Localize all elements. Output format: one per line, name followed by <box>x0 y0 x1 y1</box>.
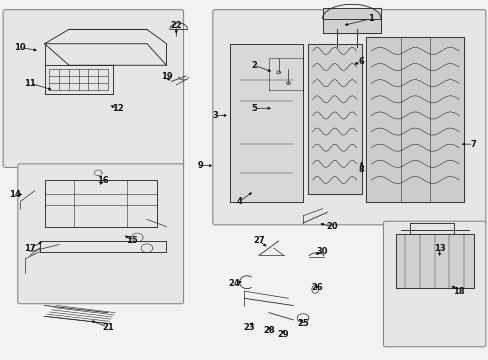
Text: 29: 29 <box>277 330 289 339</box>
Text: 28: 28 <box>263 326 274 335</box>
Text: 11: 11 <box>24 79 36 88</box>
Text: 8: 8 <box>358 165 364 174</box>
Text: 14: 14 <box>9 190 21 199</box>
Text: 18: 18 <box>452 287 464 296</box>
FancyBboxPatch shape <box>18 164 183 304</box>
Polygon shape <box>322 8 380 33</box>
Text: 21: 21 <box>102 323 114 332</box>
Text: 22: 22 <box>170 21 182 30</box>
Text: 7: 7 <box>470 140 476 149</box>
Text: 20: 20 <box>326 222 337 231</box>
FancyBboxPatch shape <box>3 10 183 167</box>
Polygon shape <box>366 37 463 202</box>
Text: 19: 19 <box>161 72 172 81</box>
Text: 15: 15 <box>126 237 138 246</box>
Text: 5: 5 <box>251 104 257 113</box>
Text: 10: 10 <box>14 43 26 52</box>
Text: 17: 17 <box>24 244 36 253</box>
Text: 9: 9 <box>197 161 203 170</box>
Text: 13: 13 <box>433 244 445 253</box>
Text: 1: 1 <box>367 14 373 23</box>
FancyBboxPatch shape <box>212 10 485 225</box>
Text: 24: 24 <box>228 279 240 288</box>
Text: 2: 2 <box>251 61 257 70</box>
Text: 25: 25 <box>297 319 308 328</box>
Text: 3: 3 <box>212 111 218 120</box>
Polygon shape <box>229 44 303 202</box>
Text: 4: 4 <box>236 197 242 206</box>
Text: 27: 27 <box>253 237 264 246</box>
FancyBboxPatch shape <box>383 221 485 347</box>
Text: 12: 12 <box>112 104 123 113</box>
Polygon shape <box>395 234 473 288</box>
Polygon shape <box>307 44 361 194</box>
Text: 16: 16 <box>97 176 109 185</box>
Text: 6: 6 <box>358 57 364 66</box>
Text: 26: 26 <box>311 283 323 292</box>
Text: 23: 23 <box>243 323 255 332</box>
Text: 30: 30 <box>316 247 327 256</box>
